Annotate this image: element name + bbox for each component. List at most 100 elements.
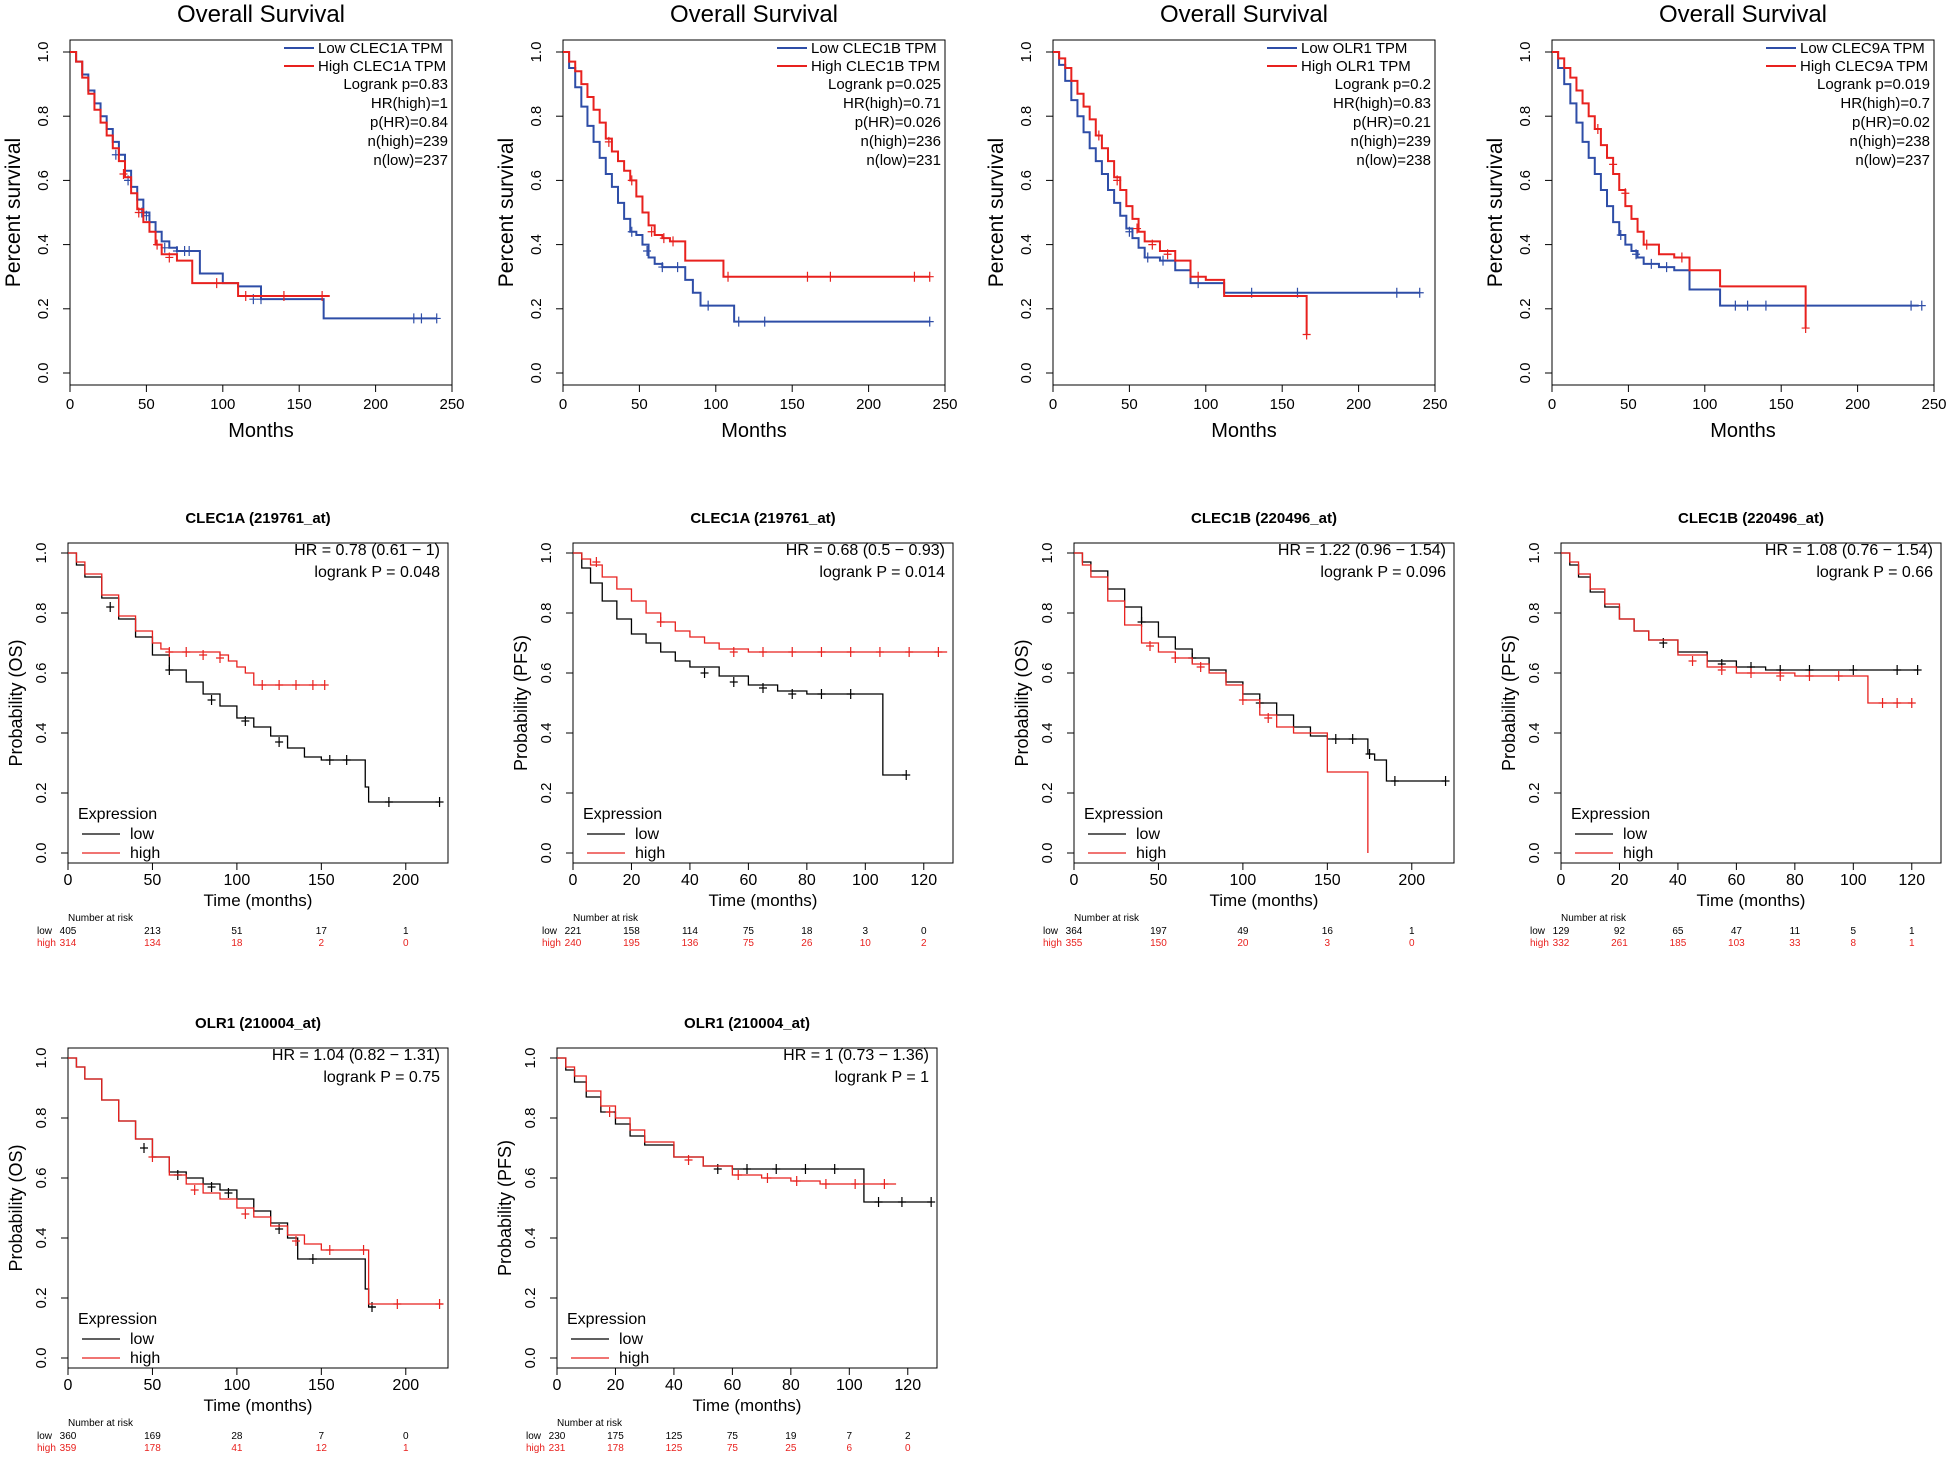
censor-mark	[185, 246, 194, 257]
risk-count-high: 6	[847, 1443, 853, 1454]
censor-mark	[417, 313, 426, 324]
risk-count-low: 129	[1553, 926, 1570, 937]
censor-mark	[792, 1176, 801, 1186]
censor-mark	[1677, 252, 1686, 263]
stat-text: p(HR)=0.84	[370, 114, 448, 131]
x-axis-label: Time (months)	[1210, 891, 1319, 910]
censor-mark	[1302, 329, 1311, 340]
x-tick-label: 0	[1557, 872, 1566, 889]
y-tick-label: 0.4	[33, 723, 50, 744]
censor-mark	[1893, 698, 1902, 708]
x-tick-label: 60	[739, 872, 757, 889]
chart-panel-7: CLEC1B (220496_at)0 50 100 150 2000.00.20.40…	[1012, 510, 1455, 949]
censor-mark	[656, 617, 665, 627]
stat-text: Logrank p=0.025	[828, 76, 941, 93]
x-axis-label: Time (months)	[204, 1396, 313, 1415]
censor-mark	[153, 239, 162, 250]
censor-mark	[846, 647, 855, 657]
stat-text: n(low)=238	[1356, 152, 1431, 169]
y-tick-label: 0.0	[522, 1348, 539, 1369]
risk-count-high: 12	[316, 1443, 328, 1454]
y-tick-label: 0.4	[35, 234, 52, 255]
x-tick-label: 150	[780, 396, 805, 413]
y-tick-label: 0.0	[33, 1348, 50, 1369]
censor-mark	[1094, 130, 1103, 141]
chart-title: CLEC1A (219761_at)	[185, 510, 330, 527]
risk-count-low: 405	[60, 926, 77, 937]
x-tick-label: 100	[1230, 872, 1257, 889]
y-tick-label: 0.6	[1526, 663, 1543, 684]
chart-panel-9: OLR1 (210004_at) 0 50 100 150 200 0.0 0.2 0.4 0.6…	[6, 1015, 449, 1454]
x-tick-label: 200	[392, 1377, 419, 1394]
y-tick-label: 0.8	[1018, 106, 1035, 127]
censor-mark	[1331, 734, 1340, 744]
survival-curve-high-clec9a-tpm	[1552, 51, 1807, 329]
censor-mark	[927, 1197, 936, 1207]
y-axis-label: Probability (PFS)	[511, 635, 531, 771]
y-tick-label: 1.0	[35, 42, 52, 63]
censor-mark	[279, 290, 288, 301]
y-tick-label: 0.6	[33, 1168, 50, 1189]
x-tick-label: 200	[1845, 396, 1870, 413]
y-axis-label: Probability (OS)	[1012, 639, 1032, 766]
censor-mark	[1647, 258, 1656, 269]
y-tick-label: 0.4	[538, 723, 555, 744]
censor-mark	[874, 1197, 883, 1207]
survival-curve-high	[68, 1057, 443, 1305]
y-tick-label: 0.8	[35, 106, 52, 127]
x-axis-label: Months	[721, 420, 787, 442]
censor-mark	[1834, 671, 1843, 681]
y-tick-label: 1.0	[522, 1048, 539, 1069]
censor-mark	[1609, 159, 1618, 170]
risk-table-label: Number at risk	[68, 1418, 134, 1429]
censor-mark	[212, 278, 221, 289]
stat-text: logrank P = 1	[835, 1069, 930, 1086]
risk-count-low: 18	[801, 926, 813, 937]
x-tick-label: 100	[703, 396, 728, 413]
risk-table-label: Number at risk	[1074, 913, 1140, 924]
censor-mark	[669, 236, 678, 247]
censor-mark	[190, 1185, 199, 1195]
legend-label: high	[130, 845, 160, 862]
x-tick-label: 0	[1070, 872, 1079, 889]
risk-count-low: 364	[1066, 926, 1083, 937]
stat-text: logrank P = 0.014	[819, 564, 945, 581]
censor-mark	[1113, 175, 1122, 186]
censor-mark	[647, 226, 656, 237]
y-axis-label: Percent survival	[1484, 138, 1507, 287]
stat-text: HR = 1.08 (0.76 − 1.54)	[1765, 542, 1933, 559]
x-tick-label: 250	[1422, 396, 1447, 413]
y-tick-label: 0.6	[528, 170, 545, 191]
censor-mark	[1616, 229, 1625, 240]
legend-label: low	[619, 1331, 643, 1348]
survival-curve-low	[557, 1057, 932, 1203]
y-tick-label: 0.6	[538, 663, 555, 684]
x-tick-label: 150	[1314, 872, 1341, 889]
stat-text: HR = 1.04 (0.82 − 1.31)	[272, 1047, 440, 1064]
risk-table-label: Number at risk	[68, 913, 134, 924]
censor-mark	[759, 683, 767, 693]
censor-mark	[875, 647, 884, 657]
censor-mark	[897, 1197, 906, 1207]
stat-text: Logrank p=0.2	[1335, 76, 1431, 93]
legend-title: Expression	[583, 806, 662, 823]
x-tick-label: 100	[1193, 396, 1218, 413]
censor-mark	[905, 647, 914, 657]
legend-label: High CLEC9A TPM	[1800, 58, 1928, 75]
survival-curve-high	[573, 552, 948, 653]
risk-count-high: 150	[1150, 938, 1167, 949]
chart-title: CLEC1A (219761_at)	[690, 510, 835, 527]
y-tick-label: 0.8	[1039, 603, 1056, 624]
risk-count-high: 178	[144, 1443, 161, 1454]
risk-row-label-high: high	[1530, 938, 1549, 949]
legend-label: High CLEC1A TPM	[318, 58, 446, 75]
x-tick-label: 150	[287, 396, 312, 413]
censor-mark	[1264, 713, 1273, 723]
survival-curve-low-olr1-tpm	[1053, 51, 1420, 294]
risk-table-label: Number at risk	[557, 1418, 623, 1429]
legend-label: low	[130, 1331, 154, 1348]
censor-mark	[292, 1236, 300, 1246]
censor-mark	[140, 1143, 148, 1153]
plot-frame	[556, 1047, 938, 1369]
plot-frame	[562, 39, 946, 386]
